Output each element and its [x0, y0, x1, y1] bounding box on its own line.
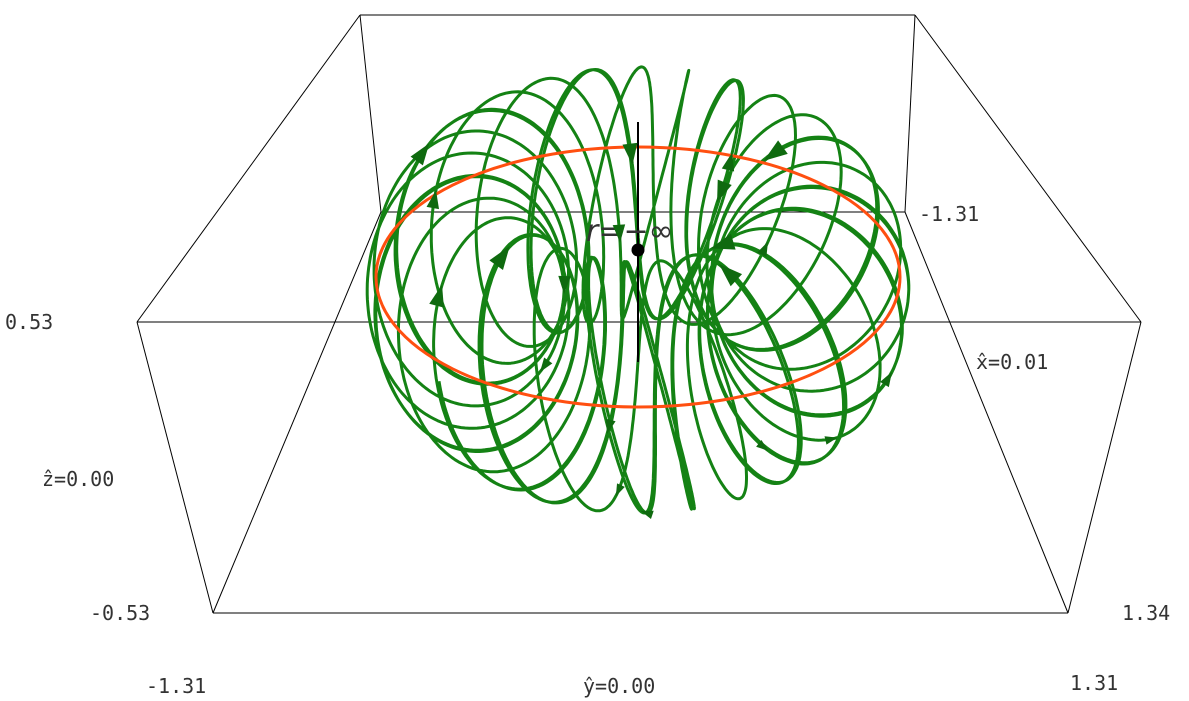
torus-trajectory: [365, 65, 911, 515]
direction-arrow: [763, 140, 788, 161]
direction-arrow: [880, 371, 892, 388]
direction-arrow: [612, 224, 626, 243]
direction-arrow: [429, 284, 444, 308]
direction-arrow: [756, 439, 769, 451]
direction-arrow: [757, 241, 769, 257]
fixed-point-label: r=−∞: [586, 214, 674, 249]
box-edge: [212, 211, 382, 614]
z-min-label: -0.53: [90, 601, 150, 625]
direction-arrow: [489, 245, 510, 270]
box-edge: [136, 14, 361, 323]
x-back-label: -1.31: [919, 202, 979, 226]
box-edge: [136, 321, 214, 614]
direction-arrow: [721, 152, 735, 172]
direction-arrow: [710, 233, 736, 250]
direction-arrow: [605, 418, 616, 434]
box-edge: [904, 14, 916, 213]
direction-arrow: [539, 357, 553, 373]
direction-arrow: [719, 263, 743, 287]
direction-arrow: [410, 143, 430, 166]
y-min-label: -1.31: [146, 674, 206, 698]
z-center-label: ẑ=0.00: [42, 467, 114, 491]
box-edge: [904, 211, 1069, 614]
box-edge: [914, 14, 1142, 323]
direction-arrows: [410, 140, 892, 519]
x-front-label: 1.34: [1122, 601, 1170, 625]
direction-arrow: [622, 142, 638, 166]
trajectory-path: [365, 65, 911, 515]
direction-arrow: [640, 510, 654, 519]
box-edge: [1067, 321, 1142, 614]
direction-arrow: [615, 483, 625, 497]
fixed-point-marker: [631, 243, 645, 257]
box-edge: [359, 14, 382, 213]
direction-arrow: [824, 436, 838, 445]
direction-arrow: [717, 179, 732, 203]
y-center-label: ŷ=0.00: [583, 674, 655, 698]
direction-arrow: [558, 275, 571, 294]
y-max-label: 1.31: [1070, 671, 1118, 695]
z-max-label: 0.53: [5, 310, 53, 334]
x-center-label: x̂=0.01: [976, 350, 1048, 374]
direction-arrow: [426, 190, 440, 210]
